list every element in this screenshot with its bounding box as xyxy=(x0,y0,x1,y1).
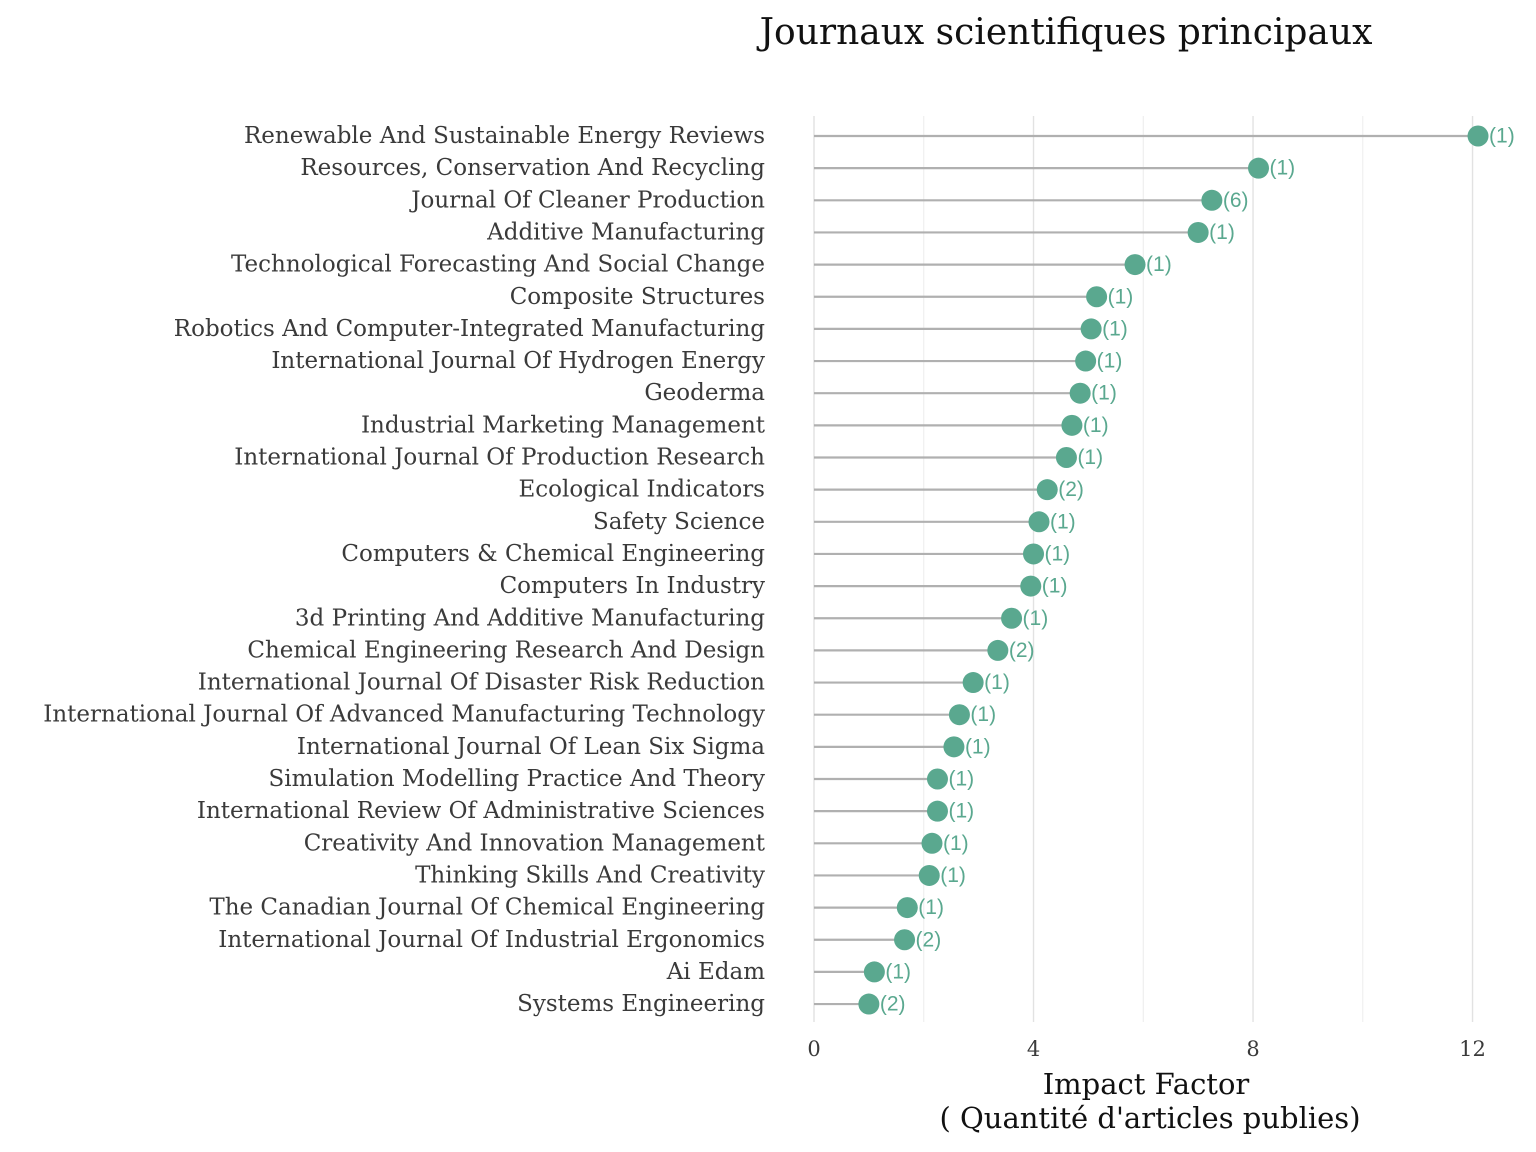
article-count-label: (1) xyxy=(1270,157,1296,180)
journal-label: Journal Of Cleaner Production xyxy=(409,187,765,213)
article-count-label: (1) xyxy=(1108,285,1134,308)
article-count-label: (1) xyxy=(1102,317,1128,340)
lollipop-point xyxy=(1086,286,1108,308)
journal-label: Ecological Indicators xyxy=(518,477,765,503)
lollipop-point xyxy=(962,672,984,694)
label-layer: Renewable And Sustainable Energy Reviews… xyxy=(43,123,1514,1017)
article-count-label: (1) xyxy=(984,671,1010,694)
x-tick-label: 8 xyxy=(1246,1037,1259,1061)
journal-label: Systems Engineering xyxy=(517,991,765,1017)
article-count-label: (1) xyxy=(1050,510,1076,533)
journal-label: Computers In Industry xyxy=(500,573,765,599)
lollipop-point xyxy=(1001,607,1023,629)
article-count-label: (2) xyxy=(1009,639,1035,662)
article-count-label: (1) xyxy=(940,864,966,887)
article-count-label: (1) xyxy=(1042,575,1068,598)
lollipop-point xyxy=(1055,447,1077,468)
lollipop-point xyxy=(1124,254,1146,276)
journal-label: Creativity And Innovation Management xyxy=(304,830,766,856)
journal-label: International Journal Of Industrial Ergo… xyxy=(218,927,765,953)
journal-label: Geoderma xyxy=(644,380,765,406)
lollipop-point xyxy=(918,864,940,886)
journal-label: Renewable And Sustainable Energy Reviews xyxy=(244,123,765,149)
chart-title: Journaux scientifiques principaux xyxy=(756,12,1373,53)
journal-label: 3d Printing And Additive Manufacturing xyxy=(295,605,765,631)
journal-label: Thinking Skills And Creativity xyxy=(415,862,765,888)
lollipop-point xyxy=(896,897,918,919)
article-count-label: (1) xyxy=(1045,542,1071,565)
point-layer xyxy=(858,125,1489,1015)
journal-label: Composite Structures xyxy=(510,284,765,310)
article-count-label: (1) xyxy=(943,832,969,855)
article-count-label: (2) xyxy=(880,993,906,1016)
article-count-label: (1) xyxy=(965,735,991,758)
journal-label: International Journal Of Advanced Manufa… xyxy=(43,702,765,728)
lollipop-point xyxy=(858,993,880,1015)
lollipop-point xyxy=(1075,350,1097,372)
article-count-label: (1) xyxy=(1097,350,1123,373)
journal-label: International Journal Of Lean Six Sigma xyxy=(297,734,765,760)
lollipop-point xyxy=(926,800,948,822)
lollipop-point xyxy=(1069,382,1091,404)
lollipop-point xyxy=(1036,479,1058,501)
journal-label: International Journal Of Production Rese… xyxy=(234,445,765,471)
article-count-label: (1) xyxy=(948,800,974,823)
lollipop-point xyxy=(987,639,1009,661)
tick-layer: 0 4 8 12 xyxy=(807,1037,1486,1061)
lollipop-point xyxy=(1023,543,1045,565)
journal-label: Computers & Chemical Engineering xyxy=(341,541,765,567)
x-tick-label: 12 xyxy=(1459,1037,1486,1061)
lollipop-point xyxy=(921,832,943,854)
journal-label: Additive Manufacturing xyxy=(486,219,765,245)
x-axis-subtitle: ( Quantité d'articles publies) xyxy=(939,1101,1360,1135)
x-tick-label: 4 xyxy=(1027,1037,1040,1061)
article-count-label: (2) xyxy=(916,928,942,951)
lollipop-point xyxy=(1020,575,1042,597)
lollipop-point xyxy=(1061,414,1083,436)
journal-label: Technological Forecasting And Social Cha… xyxy=(231,252,765,278)
lollipop-point xyxy=(1201,189,1223,211)
journal-label: Robotics And Computer-Integrated Manufac… xyxy=(174,316,765,342)
journal-label: International Review Of Administrative S… xyxy=(197,798,765,824)
journal-label: The Canadian Journal Of Chemical Enginee… xyxy=(209,895,765,921)
article-count-label: (1) xyxy=(948,768,974,791)
journal-label: Safety Science xyxy=(593,509,765,535)
journal-label: International Journal Of Hydrogen Energy xyxy=(271,348,765,374)
article-count-label: (1) xyxy=(1489,125,1515,148)
lollipop-point xyxy=(1467,125,1489,147)
lollipop-point xyxy=(943,736,965,758)
article-count-label: (1) xyxy=(1209,221,1235,244)
journal-label: Ai Edam xyxy=(666,959,766,985)
x-axis-title: Impact Factor xyxy=(1043,1067,1250,1101)
lollipop-point xyxy=(948,704,970,726)
article-count-label: (1) xyxy=(970,703,996,726)
article-count-label: (1) xyxy=(918,896,944,919)
journal-label: Resources, Conservation And Recycling xyxy=(300,155,765,181)
lollipop-point xyxy=(1080,318,1102,340)
article-count-label: (1) xyxy=(1083,414,1109,437)
lollipop-point xyxy=(1248,157,1270,179)
lollipop-point xyxy=(926,768,948,790)
lollipop-point xyxy=(1028,511,1050,533)
lollipop-point xyxy=(1187,221,1209,243)
article-count-label: (6) xyxy=(1223,189,1249,212)
article-count-label: (1) xyxy=(1023,607,1049,630)
lollipop-point xyxy=(894,929,916,951)
article-count-label: (1) xyxy=(1091,382,1117,405)
stem-layer xyxy=(814,134,1479,1006)
journal-label: Simulation Modelling Practice And Theory xyxy=(268,766,765,792)
lollipop-point xyxy=(863,961,885,983)
article-count-label: (1) xyxy=(1146,253,1172,276)
grid-layer xyxy=(813,116,1474,1022)
article-count-label: (1) xyxy=(1077,446,1103,469)
article-count-label: (2) xyxy=(1058,478,1084,501)
x-tick-label: 0 xyxy=(807,1037,820,1061)
journal-label: Industrial Marketing Management xyxy=(361,412,766,438)
journal-label: Chemical Engineering Research And Design xyxy=(247,637,765,663)
article-count-label: (1) xyxy=(885,960,911,983)
journal-label: International Journal Of Disaster Risk R… xyxy=(198,670,765,696)
